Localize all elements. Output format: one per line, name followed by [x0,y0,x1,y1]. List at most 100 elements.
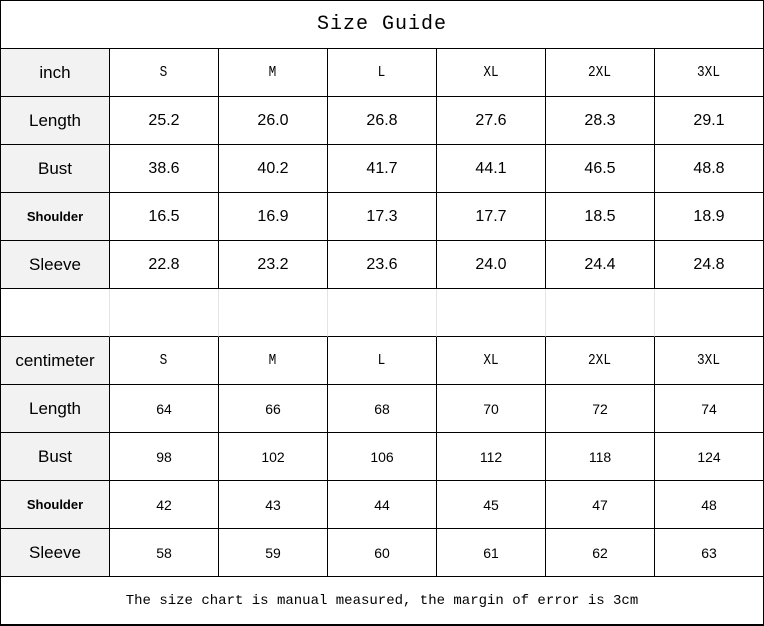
row-label: Bust [1,433,110,481]
table-row: Bust 98 102 106 112 118 124 [1,433,763,481]
measurement-cell: 17.7 [437,193,546,241]
table-row: Shoulder 16.5 16.9 17.3 17.7 18.5 18.9 [1,193,763,241]
measurement-cell: 18.5 [546,193,655,241]
measurement-cell: 112 [437,433,546,481]
measurement-cell: 68 [328,385,437,433]
size-label: XL [483,64,499,81]
empty-cell [546,289,655,337]
size-label: XL [483,352,499,369]
measurement-cell: 27.6 [437,97,546,145]
measurement-cell: 44 [328,481,437,529]
table-row: Length 25.2 26.0 26.8 27.6 28.3 29.1 [1,97,763,145]
size-header: L [328,337,437,385]
unit-label: centimeter [1,337,110,385]
measurement-cell: 47 [546,481,655,529]
measurement-cell: 24.8 [655,241,763,289]
table-row: Sleeve 58 59 60 61 62 63 [1,529,763,577]
size-label: L [378,352,386,369]
measurement-cell: 63 [655,529,763,577]
measurement-cell: 61 [437,529,546,577]
size-header: XL [437,337,546,385]
measurement-cell: 17.3 [328,193,437,241]
measurement-cell: 106 [328,433,437,481]
table-row: Length 64 66 68 70 72 74 [1,385,763,433]
measurement-cell: 64 [110,385,219,433]
measurement-cell: 29.1 [655,97,763,145]
size-label: 2XL [588,352,612,369]
size-header: S [110,49,219,97]
unit-label: inch [1,49,110,97]
measurement-cell: 23.2 [219,241,328,289]
measurement-cell: 48.8 [655,145,763,193]
empty-cell [328,289,437,337]
measurement-cell: 23.6 [328,241,437,289]
size-label: S [160,64,168,81]
measurement-cell: 28.3 [546,97,655,145]
size-label: 3XL [697,352,721,369]
size-header: 3XL [655,337,763,385]
measurement-cell: 24.4 [546,241,655,289]
empty-cell [1,289,110,337]
table-title: Size Guide [1,1,763,49]
size-header: S [110,337,219,385]
measurement-cell: 98 [110,433,219,481]
measurement-cell: 38.6 [110,145,219,193]
measurement-cell: 45 [437,481,546,529]
measurement-cell: 43 [219,481,328,529]
size-label: M [269,64,277,81]
empty-cell [655,289,763,337]
empty-cell [437,289,546,337]
measurement-cell: 102 [219,433,328,481]
measurement-cell: 22.8 [110,241,219,289]
row-label: Length [1,385,110,433]
table-row: Bust 38.6 40.2 41.7 44.1 46.5 48.8 [1,145,763,193]
measurement-cell: 16.9 [219,193,328,241]
row-label: Length [1,97,110,145]
empty-cell [110,289,219,337]
measurement-cell: 25.2 [110,97,219,145]
measurement-note: The size chart is manual measured, the m… [125,592,639,609]
size-header: XL [437,49,546,97]
measurement-cell: 42 [110,481,219,529]
size-header: 3XL [655,49,763,97]
size-header-row-centimeter: centimeter S M L XL 2XL 3XL [1,337,763,385]
row-label: Sleeve [1,241,110,289]
measurement-cell: 16.5 [110,193,219,241]
table-row: Shoulder 42 43 44 45 47 48 [1,481,763,529]
measurement-cell: 41.7 [328,145,437,193]
size-header: 2XL [546,49,655,97]
measurement-cell: 48 [655,481,763,529]
row-label: Shoulder [1,193,110,241]
size-label: 2XL [588,64,612,81]
size-header-row-inch: inch S M L XL 2XL 3XL [1,49,763,97]
size-label: S [160,352,168,369]
size-label: L [378,64,386,81]
measurement-cell: 26.0 [219,97,328,145]
table-row: Sleeve 22.8 23.2 23.6 24.0 24.4 24.8 [1,241,763,289]
size-label: 3XL [697,64,721,81]
measurement-cell: 46.5 [546,145,655,193]
measurement-cell: 59 [219,529,328,577]
measurement-cell: 24.0 [437,241,546,289]
size-label: M [269,352,277,369]
size-header: L [328,49,437,97]
size-header: M [219,49,328,97]
measurement-cell: 70 [437,385,546,433]
measurement-cell: 124 [655,433,763,481]
measurement-cell: 74 [655,385,763,433]
size-header: M [219,337,328,385]
spacer-row [1,289,763,337]
row-label: Shoulder [1,481,110,529]
measurement-cell: 44.1 [437,145,546,193]
measurement-cell: 62 [546,529,655,577]
measurement-cell: 18.9 [655,193,763,241]
row-label: Bust [1,145,110,193]
measurement-cell: 40.2 [219,145,328,193]
measurement-cell: 26.8 [328,97,437,145]
measurement-cell: 118 [546,433,655,481]
row-label: Sleeve [1,529,110,577]
measurement-cell: 60 [328,529,437,577]
measurement-cell: 58 [110,529,219,577]
measurement-cell: 66 [219,385,328,433]
